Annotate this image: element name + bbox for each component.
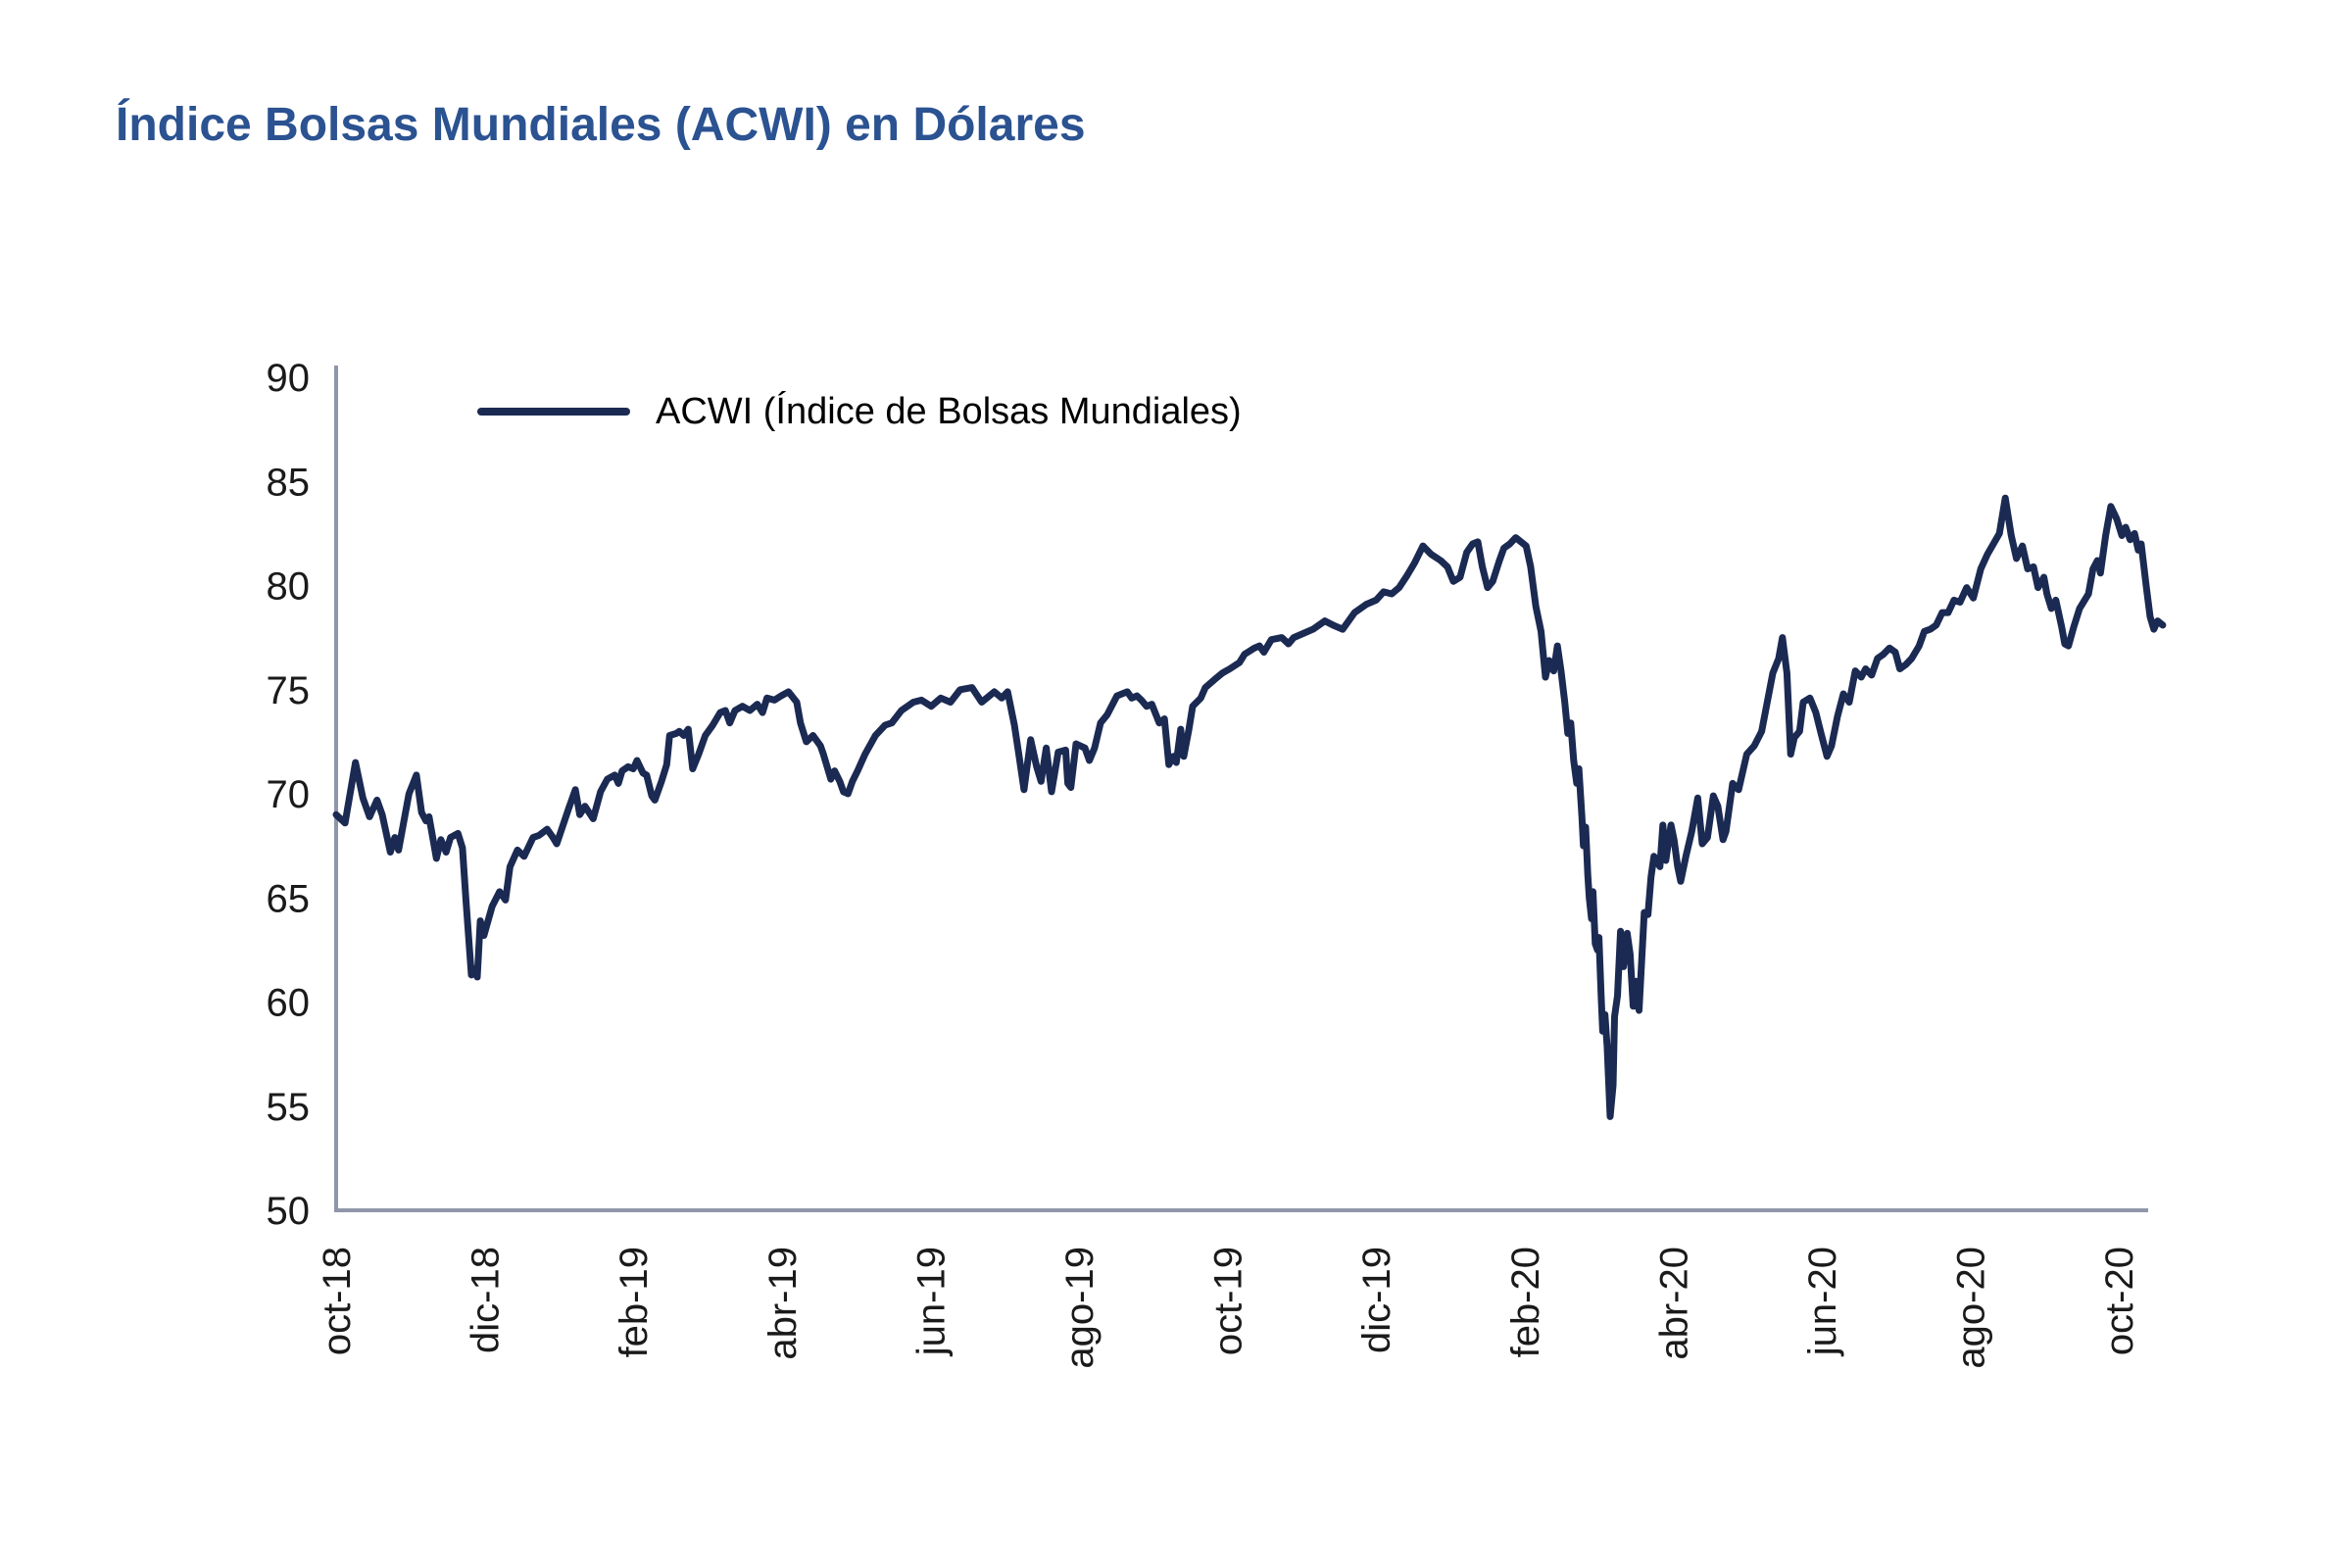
x-axis-tick-label: oct-20 [2098,1247,2141,1355]
acwi-data-line [332,494,2167,1120]
y-axis-tick-label: 60 [267,982,311,1025]
x-axis-tick-label: ago-20 [1950,1247,1993,1369]
x-axis-tick-label: dic-18 [465,1247,508,1353]
y-axis-tick-label: 90 [267,357,311,400]
x-axis-tick-label: abr-20 [1652,1247,1695,1360]
x-axis-tick-label: dic-19 [1355,1247,1398,1353]
x-axis-tick-label: jun-19 [909,1247,953,1356]
y-axis-tick-label: 70 [267,773,311,816]
y-axis-tick-label: 75 [267,669,311,712]
y-axis-tick-label: 85 [267,461,311,504]
y-axis-tick-label: 80 [267,565,311,609]
x-axis-tick-label: ago-19 [1058,1247,1102,1369]
y-axis-tick-label: 55 [267,1086,311,1129]
x-axis-tick-label: feb-19 [612,1247,656,1357]
x-axis-tick-label: abr-19 [761,1247,805,1360]
legend-label: ACWI (Índice de Bolsas Mundiales) [656,390,1242,432]
x-axis-tick-label: jun-20 [1801,1247,1844,1356]
chart-legend: ACWI (Índice de Bolsas Mundiales) [477,390,1242,433]
x-axis-tick-label: feb-20 [1504,1247,1547,1357]
x-axis-tick-label: oct-18 [316,1247,359,1355]
x-axis-tick-label: oct-19 [1207,1247,1250,1355]
legend-line-swatch-icon [477,408,630,416]
chart-title: Índice Bolsas Mundiales (ACWI) en Dólare… [116,99,1086,151]
y-axis-tick-label: 50 [267,1190,311,1233]
y-axis-tick-label: 65 [267,877,311,920]
